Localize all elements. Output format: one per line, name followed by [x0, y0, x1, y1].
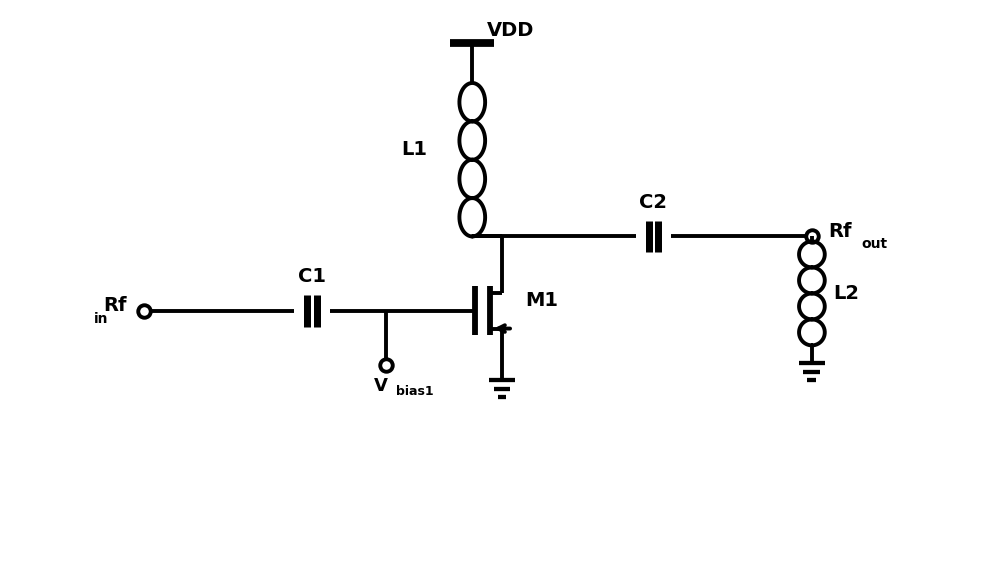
Text: L1: L1: [402, 140, 428, 159]
Text: L2: L2: [834, 284, 860, 303]
Text: bias1: bias1: [396, 385, 434, 398]
Text: out: out: [861, 237, 888, 251]
Text: C2: C2: [639, 192, 667, 212]
Text: Rf: Rf: [103, 296, 127, 315]
Text: Rf: Rf: [829, 222, 852, 241]
Text: V: V: [374, 377, 388, 395]
Text: M1: M1: [525, 291, 558, 310]
Text: in: in: [94, 312, 109, 325]
Text: C1: C1: [298, 267, 326, 286]
Text: VDD: VDD: [487, 22, 535, 40]
